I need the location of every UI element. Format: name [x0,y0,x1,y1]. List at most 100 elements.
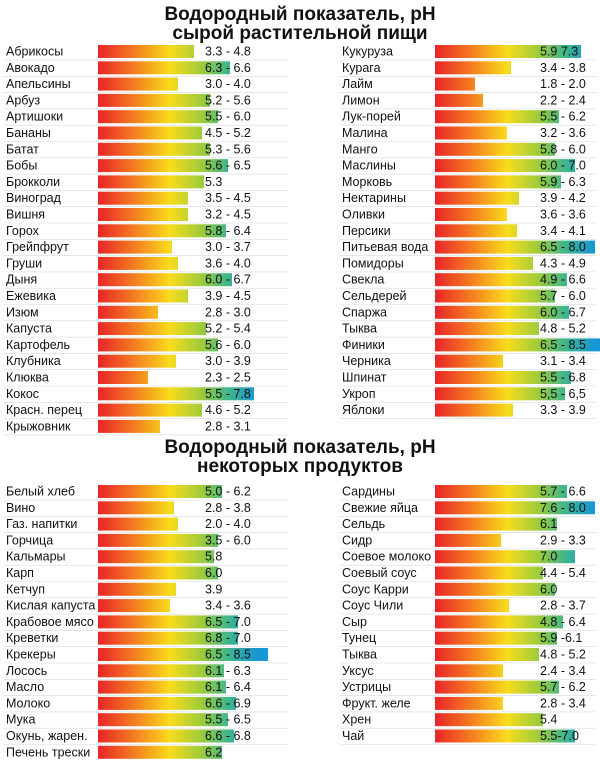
chart-row: Малина 3.2 - 3.6 [340,126,596,142]
ph-bar [435,93,483,107]
ph-bar [435,322,539,336]
ph-value: 5.5 - 6.5 [205,713,251,727]
ph-value: 4.8 - 6.4 [540,615,586,629]
ph-value: 3.2 - 3.6 [540,126,586,140]
ph-bar [435,599,509,613]
chart-row: Картофель 5.6 - 6.0 [4,338,288,354]
ph-bar [435,485,567,498]
chart-row: Крабовое мясо 6.5 - 7.0 [4,615,288,631]
ph-value: 6.0 - 6.7 [540,305,586,319]
chart-row: Масло 6.1 - 6.4 [4,680,288,696]
ph-bar [435,256,533,270]
row-label: Газ. напитки [6,517,77,531]
chart-row: Шпинат 5.5 - 6.8 [340,371,596,387]
row-label: Маслины [342,159,396,173]
ph-bar [98,485,222,498]
ph-bar [435,664,503,678]
row-label: Кокос [6,387,39,401]
ph-value: 5.3 - 5.6 [205,142,251,156]
row-label: Бобы [6,159,37,173]
chart-row: Уксус 2.4 - 3.4 [340,664,596,680]
row-label: Кислая капуста [6,599,95,613]
ph-value: 5.9 7.3 [540,45,578,59]
row-label: Сельдь [342,517,385,531]
ph-bar [98,273,232,287]
row-label: Авокадо [6,61,55,75]
ph-bar [435,501,595,515]
ph-value: 5.5 - 7.8 [205,387,251,401]
chart-row: Горчица 3.5 - 6.0 [4,533,288,550]
row-label: Крабовое мясо [6,615,94,629]
row-label: Арбуз [6,93,40,107]
chart-row: Лайм 1.8 - 2.0 [340,77,596,93]
ph-value: 5.6 - 6.5 [205,159,251,173]
row-label: Устрицы [342,680,391,694]
ph-value: 4.8 - 5.2 [540,322,586,336]
ph-value: 6.1 [540,517,557,531]
chart-row: Авокадо 6.3 - 6.6 [4,61,288,77]
chart-row: Крекеры 6.5 - 8.5 [4,648,288,664]
row-label: Клюква [6,371,49,385]
chart-row: Лук-порей 5.5 - 6.2 [340,110,596,126]
ph-bar [98,501,174,515]
ph-value: 3.5 - 6.0 [205,533,251,547]
row-label: Капуста [6,322,52,336]
ph-value: 2.8 - 3.7 [540,599,586,613]
ph-bar [435,61,511,75]
chart-row: Белый хлеб 5.0 - 6.2 [4,485,288,501]
row-label: Кукуруза [342,45,393,59]
row-label: Сидр [342,533,372,547]
chart-row: Хрен 5.4 [340,713,596,729]
ph-bar [98,45,194,58]
row-label: Ежевика [6,289,56,303]
ph-bar [98,696,236,710]
ph-value: 3.9 - 4.2 [540,191,586,205]
ph-value: 2.9 - 3.3 [540,533,586,547]
row-label: Батат [6,142,39,156]
ph-value: 5,5 - 6,5 [540,387,586,401]
chart-row: Сельдь 6.1 [340,517,596,533]
ph-value: 6.5 - 8.5 [205,648,251,662]
row-label: Картофель [6,338,70,352]
chart-row: Оливки 3.6 - 3.6 [340,208,596,224]
row-label: Груши [6,256,42,270]
chart-row: Морковь 5.9 - 6.3 [340,175,596,191]
ph-bar [98,550,214,564]
chart-row: Кетчуп 3.9 [4,582,288,599]
ph-bar [435,77,475,91]
chart-row: Финики 6.5 - 8.5 [340,338,600,354]
chart-row: Соевое молоко 7.0 [340,550,596,566]
ph-value: 1.8 - 2.0 [540,77,586,91]
ph-bar [98,403,202,417]
chart-row: Тыква 4.8 - 5.2 [340,322,596,338]
ph-bar [435,305,569,319]
ph-value: 4.3 - 4.9 [540,256,586,270]
chart-row: Помидоры 4.3 - 4.9 [340,256,596,273]
ph-value: 5.8 [205,550,222,564]
row-label: Шпинат [342,371,387,385]
row-label: Укроп [342,387,376,401]
chart-row: Соус Карри 6.0 [340,582,596,599]
ph-value: 2.8 - 3.1 [205,419,251,433]
row-label: Спаржа [342,305,387,319]
ph-value: 6.1 - 6.3 [205,664,251,678]
ph-bar [98,159,228,173]
ph-bar [98,615,238,629]
ph-bar [98,256,178,270]
chart-row: Нектарины 3.9 - 4.2 [340,191,596,207]
chart-2: Белый хлеб 5.0 - 6.2 Вино 2.8 - 3.8 Газ. нап… [4,485,596,759]
ph-bar [435,729,575,743]
ph-bar [98,289,188,303]
row-label: Крекеры [6,648,56,662]
chart-row: Кукуруза 5.9 7.3 [340,45,596,61]
chart-row: Крыжовник 2.8 - 3.1 [4,419,288,436]
row-label: Соус Карри [342,582,409,596]
ph-bar [98,142,210,156]
ph-value: 3.3 - 4.8 [205,45,251,59]
ph-bar [98,175,204,189]
row-label: Сардины [342,485,395,499]
row-label: Печень трески [6,745,90,759]
ph-value: 2.0 - 4.0 [205,517,251,531]
chart-row: Дыня 6.0 - 6.7 [4,273,288,289]
ph-value: 5.6 - 6.0 [205,338,251,352]
